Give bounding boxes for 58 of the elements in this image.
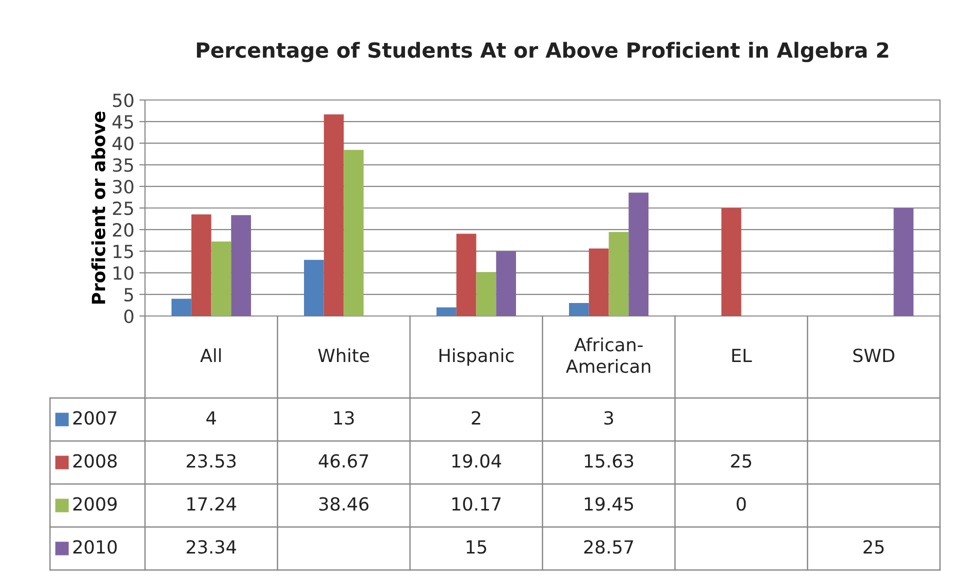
bar [231,215,251,316]
chart-title: Percentage of Students At or Above Proficient in Algebra 2 [196,42,888,62]
legend-label: 2009 [73,497,117,511]
y-tick-label: 15 [114,244,134,258]
data-label: 38.46 [319,497,368,511]
data-label: 13 [334,411,354,425]
bar [344,150,364,316]
data-label: 46.67 [318,454,368,468]
y-axis-title: Proficient or above [91,112,106,304]
bar [436,307,456,316]
bar [894,208,914,316]
x-tick-label: African-American [566,337,650,374]
bar [569,303,589,316]
data-label: 25 [731,454,752,468]
bar [476,272,496,316]
x-tick-label: SWD [853,348,894,362]
legend-label: 2010 [73,540,117,554]
y-tick-label: 40 [112,136,134,150]
bar [324,114,344,316]
data-label: 25 [864,540,884,554]
bar [588,248,609,316]
y-tick-label: 5 [124,288,134,302]
x-tick-label: EL [732,348,752,362]
bar [191,214,212,316]
bar [608,232,629,316]
data-label: 2 [472,411,480,424]
x-tick-label: All [200,348,221,362]
y-tick-label: 30 [112,180,134,194]
y-tick-label: 10 [114,266,134,280]
data-label: 28.57 [584,540,634,554]
y-tick-label: 45 [112,115,134,129]
data-label: 17.24 [187,497,236,510]
y-tick-label: 35 [112,158,134,172]
y-tick-label: 25 [112,201,134,216]
data-label: 15 [466,540,486,554]
x-tick-label: Hispanic [440,348,514,366]
bar [496,251,516,316]
bar [211,242,232,316]
y-tick-label: 50 [113,93,134,108]
bar [304,260,324,316]
bar [628,192,648,316]
data-label: 19.04 [452,454,502,468]
y-tick-label: 0 [124,309,134,324]
data-label: 15.63 [584,454,634,468]
data-label: 23.34 [186,540,236,554]
bar [172,298,192,316]
x-tick-label: White [318,348,370,362]
legend-label: 2008 [73,454,117,468]
bar [456,234,476,316]
data-label: 3 [604,411,614,425]
data-label: 4 [206,411,216,424]
data-label: 19.45 [584,497,634,511]
bar [721,208,742,316]
data-label: 0 [736,497,746,511]
y-tick-label: 20 [112,223,134,237]
data-label: 23.53 [186,454,236,468]
data-label: 10.17 [452,497,501,511]
legend-label: 2007 [73,411,116,425]
